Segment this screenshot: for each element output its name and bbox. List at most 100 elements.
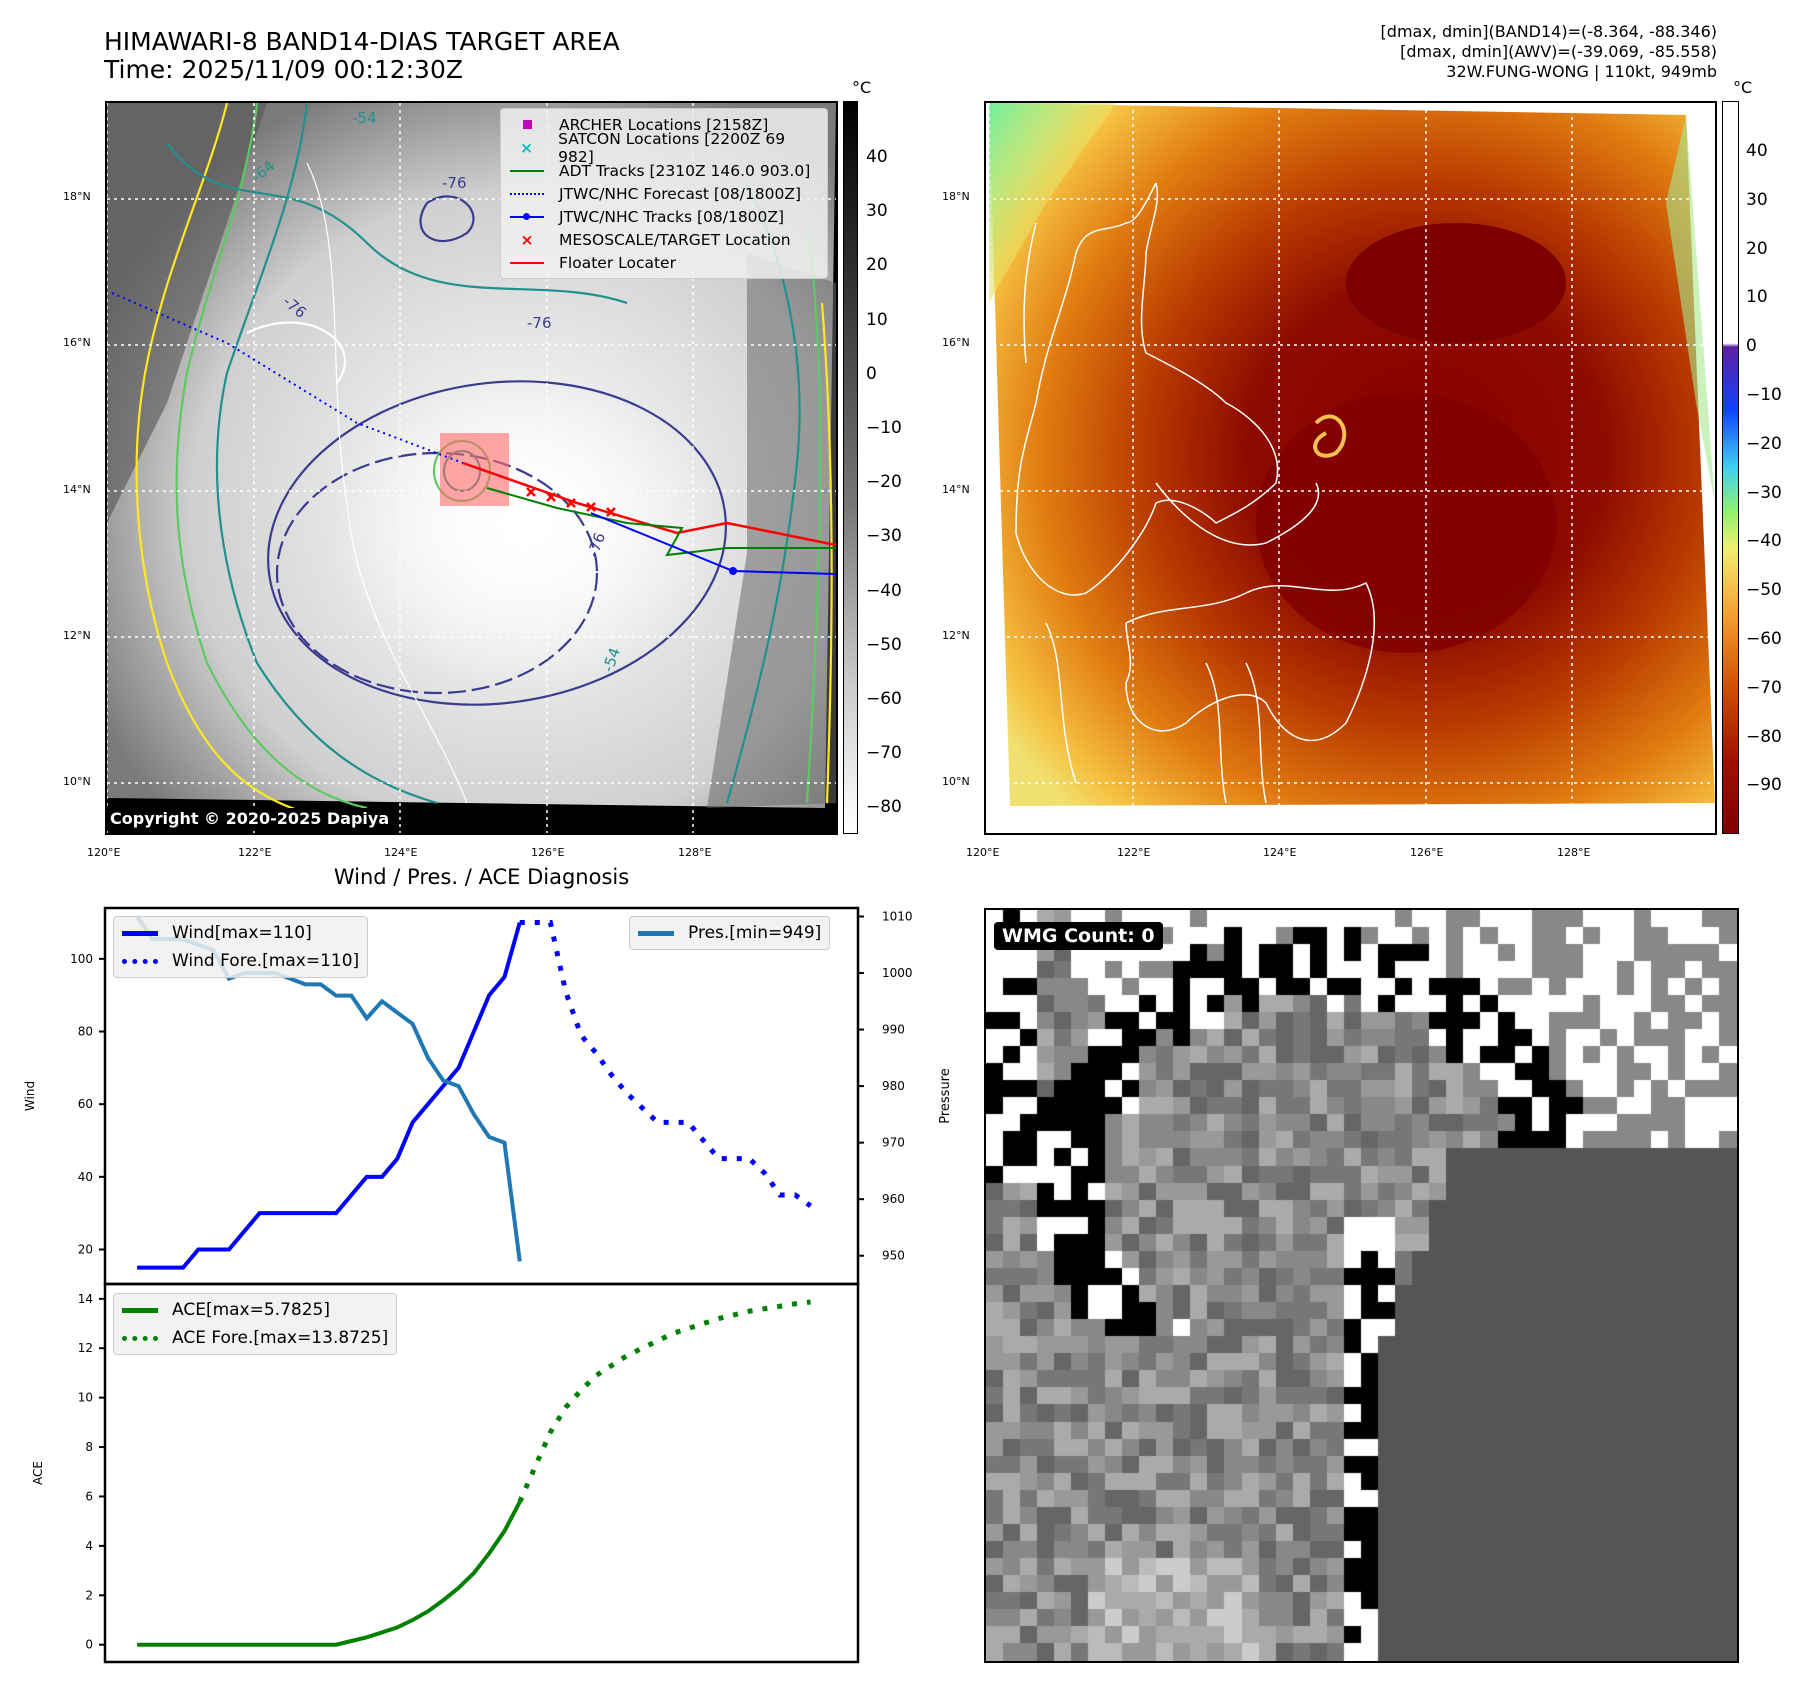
y-right-tick-label: 980 (882, 1079, 905, 1093)
legend-ace-forecast: ACE Fore.[max=13.8725] (122, 1324, 388, 1352)
floater-locater-track (462, 461, 836, 547)
wmg-grid (986, 910, 1737, 1661)
color-colorbar (1722, 101, 1739, 834)
y-tick-label: 6 (85, 1489, 93, 1503)
series-ace-fore- (517, 1299, 811, 1503)
wmg-count-badge: WMG Count: 0 (994, 922, 1163, 950)
legend-mesoscale: × MESOSCALE/TARGET Location (509, 228, 819, 251)
series-ace (137, 1500, 522, 1647)
colorbar-tick-label: −10 (866, 418, 902, 438)
lat-tick-label: 14°N (942, 483, 970, 496)
colorbar-unit: °C (852, 78, 872, 97)
legend-floater: Floater Locater (509, 251, 819, 274)
colorbar-tick-label: 20 (866, 255, 888, 276)
colorbar-tick-label: −70 (866, 743, 902, 764)
colorbar-tick-label: −20 (866, 472, 902, 493)
lat-tick-label: 16°N (63, 336, 91, 349)
y-tick-label: 2 (85, 1588, 93, 1602)
figure-title: HIMAWARI-8 BAND14-DIAS TARGET AREA Time:… (104, 28, 620, 84)
lat-tick-label: 16°N (942, 336, 970, 349)
awv-range: [dmax, dmin](AWV)=(-39.069, -85.558) (1400, 42, 1717, 61)
colorbar-tick-label: 40 (866, 147, 888, 167)
lon-tick-label: 120°E (87, 846, 121, 859)
lon-tick-label: 128°E (678, 846, 712, 859)
lat-tick-label: 18°N (63, 190, 91, 203)
lat-tick-label: 10°N (63, 775, 91, 788)
colorbar-tick-label: 0 (866, 363, 877, 384)
ace-legend: ACE[max=5.7825] ACE Fore.[max=13.8725] (113, 1293, 398, 1355)
colorbar-tick-label: −40 (1746, 531, 1782, 552)
legend-adt: ADT Tracks [2310Z 146.0 903.0] (509, 159, 819, 182)
y-tick-label: 60 (78, 1097, 93, 1111)
colorbar-unit: °C (1733, 78, 1753, 97)
y-tick-label: 4 (85, 1539, 93, 1553)
ir-color-map (984, 101, 1717, 835)
colorbar-tick-label: 10 (866, 309, 888, 330)
legend-label: ACE Fore.[max=13.8725] (172, 1328, 389, 1348)
wind-legend: Wind[max=110] Wind Fore.[max=110] (113, 916, 369, 978)
colorbar-tick-label: −60 (1746, 629, 1782, 649)
lon-tick-label: 124°E (1263, 846, 1297, 859)
colorbar-tick-label: 30 (866, 201, 888, 222)
y-tick-label: 8 (85, 1440, 93, 1454)
dotted-line-icon (122, 958, 158, 964)
y-tick-label: 80 (78, 1025, 93, 1039)
lat-tick-label: 10°N (942, 775, 970, 788)
y-tick-label: 0 (85, 1638, 93, 1652)
legend-pressure: Pres.[min=949] (638, 919, 821, 947)
dotted-line-icon (122, 1335, 158, 1341)
legend-jtwc-forecast: JTWC/NHC Forecast [08/1800Z] (509, 182, 819, 205)
colorbar-tick-label: −70 (1746, 677, 1782, 698)
target-area-box (440, 433, 509, 506)
adt-track (486, 487, 836, 557)
square-marker-icon (522, 120, 532, 129)
colorbar-tick-label: −40 (866, 580, 902, 601)
lon-tick-label: 126°E (531, 846, 565, 859)
lon-tick-label: 126°E (1410, 846, 1444, 859)
solid-line-icon (638, 930, 674, 936)
lon-tick-label: 122°E (1117, 846, 1151, 859)
legend-label: Wind Fore.[max=110] (172, 951, 360, 971)
colorbar-tick-label: −20 (1746, 433, 1782, 454)
y-tick-label: 14 (78, 1292, 93, 1306)
legend-label: JTWC/NHC Forecast [08/1800Z] (559, 184, 802, 203)
storm-summary: 32W.FUNG-WONG | 110kt, 949mb (1446, 62, 1717, 81)
colorbar-tick-label: −80 (866, 797, 902, 818)
lon-tick-label: 122°E (238, 846, 272, 859)
legend-label: Wind[max=110] (172, 923, 312, 943)
lon-tick-label: 124°E (384, 846, 418, 859)
y-axis-label: Wind (23, 1081, 37, 1111)
title-line: HIMAWARI-8 BAND14-DIAS TARGET AREA (104, 27, 620, 56)
time-line: Time: 2025/11/09 00:12:30Z (104, 55, 463, 84)
legend-label: SATCON Locations [2200Z 69 982] (558, 129, 786, 166)
legend-ace: ACE[max=5.7825] (122, 1296, 388, 1324)
series-wind (137, 921, 522, 1270)
coastlines (1015, 182, 1376, 804)
legend-label: JTWC/NHC Tracks [08/1800Z] (559, 207, 785, 226)
pressure-axis-label: Pressure (938, 1068, 953, 1124)
legend-label: Floater Locater (559, 253, 676, 272)
legend-label: MESOSCALE/TARGET Location (559, 230, 791, 249)
colorbar-tick-label: −50 (1746, 580, 1782, 601)
legend-jtwc-tracks: JTWC/NHC Tracks [08/1800Z] (509, 205, 819, 228)
y-right-tick-label: 1010 (882, 909, 913, 923)
legend-archer: ARCHER Locations [2158Z] (509, 113, 819, 136)
legend-label: ARCHER Locations [2158Z] (559, 115, 769, 134)
y-axis-label: ACE (31, 1461, 45, 1485)
y-right-tick-label: 960 (882, 1192, 905, 1206)
colorbar-tick-label: −90 (1746, 775, 1782, 796)
y-right-tick-label: 990 (882, 1023, 905, 1037)
y-right-tick-label: 970 (882, 1136, 905, 1150)
lon-tick-label: 120°E (966, 846, 1000, 859)
dotted-line-icon (510, 192, 544, 195)
map-legend: ARCHER Locations [2158Z] × SATCON Locatio… (500, 108, 828, 279)
plot-frame (103, 1282, 860, 1664)
wmg-classification-map (984, 908, 1739, 1663)
storm-info: [dmax, dmin](BAND14)=(-8.364, -88.346) [… (1381, 22, 1717, 82)
colorbar-tick-label: −60 (866, 689, 902, 709)
legend-wind-forecast: Wind Fore.[max=110] (122, 947, 359, 975)
solid-line-icon (510, 261, 544, 264)
mesoscale-target-markers (526, 487, 616, 517)
colorbar-tick-label: −50 (866, 634, 902, 655)
colorbar-tick-label: −30 (1746, 482, 1782, 503)
